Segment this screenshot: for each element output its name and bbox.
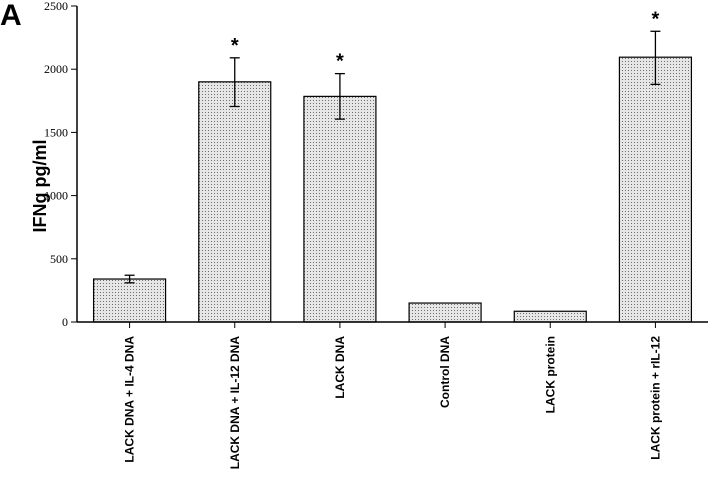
x-tick-label: LACK protein bbox=[543, 336, 557, 413]
significance-markers: * * * bbox=[231, 8, 660, 72]
y-tick-label: 2000 bbox=[44, 62, 68, 76]
bar bbox=[513, 310, 587, 323]
x-tick-label: LACK protein + rIL-12 bbox=[648, 336, 662, 460]
bar bbox=[198, 81, 272, 323]
y-tick-label: 2500 bbox=[44, 0, 68, 13]
x-tick-label: LACK DNA + IL-12 DNA bbox=[228, 336, 242, 470]
bar bbox=[92, 278, 167, 323]
panel-label: A bbox=[0, 0, 22, 32]
y-tick-label: 1000 bbox=[44, 189, 68, 203]
error-bars bbox=[124, 30, 661, 284]
y-tick-label: 1500 bbox=[44, 125, 68, 139]
bar bbox=[618, 56, 693, 323]
y-axis-label: IFNg pg/ml bbox=[30, 140, 50, 233]
bar bbox=[303, 95, 377, 323]
x-tick-label: LACK DNA + IL-4 DNA bbox=[123, 336, 137, 463]
x-axis-ticks: LACK DNA + IL-4 DNA LACK DNA + IL-12 DNA L… bbox=[123, 322, 662, 470]
y-tick-label: 0 bbox=[62, 315, 68, 329]
bar bbox=[408, 302, 482, 323]
significance-star: * bbox=[231, 35, 239, 57]
y-tick-label: 500 bbox=[50, 252, 68, 266]
y-axis-ticks: 0 500 1000 1500 2000 2500 bbox=[44, 0, 77, 329]
x-tick-label: LACK DNA bbox=[333, 336, 347, 399]
bars bbox=[92, 56, 693, 323]
significance-star: * bbox=[652, 8, 660, 30]
x-tick-label: Control DNA bbox=[438, 336, 452, 408]
significance-star: * bbox=[336, 51, 344, 73]
